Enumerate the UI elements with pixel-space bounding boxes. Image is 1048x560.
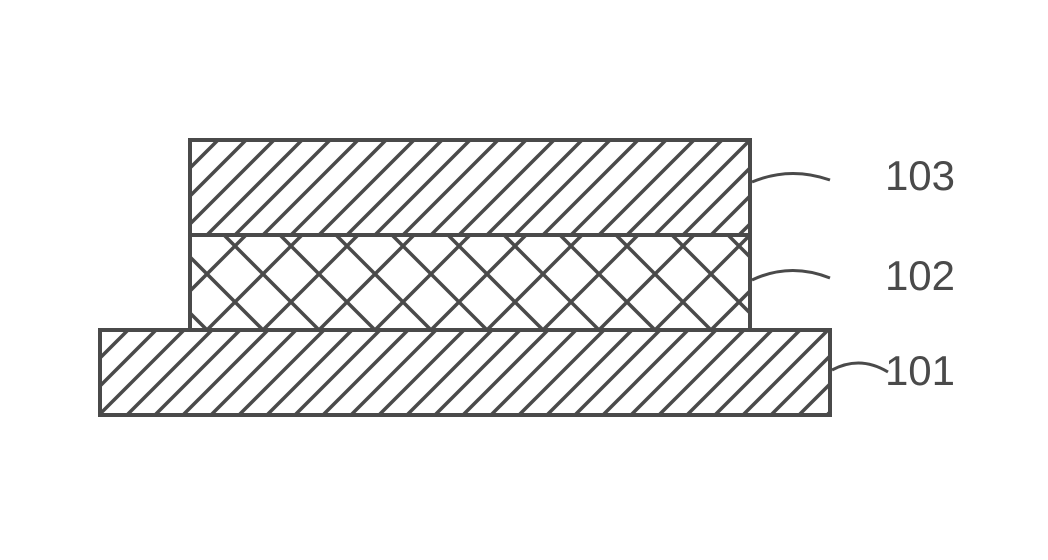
layer-102 — [0, 235, 918, 330]
layer-103-leader — [752, 173, 830, 182]
layer-103 — [95, 140, 918, 235]
layer-102-leader — [752, 270, 830, 280]
layer-101 — [15, 330, 996, 415]
layer-101-label: 101 — [885, 347, 955, 394]
layer-102-label: 102 — [885, 252, 955, 299]
layer-101-leader — [832, 363, 888, 372]
layer-103-label: 103 — [885, 152, 955, 199]
